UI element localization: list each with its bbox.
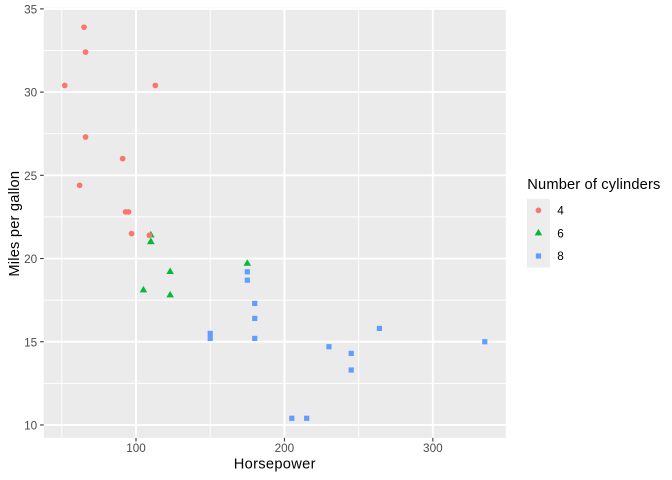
svg-text:200: 200 (275, 442, 295, 455)
svg-text:30: 30 (24, 87, 38, 100)
svg-text:300: 300 (423, 442, 443, 455)
svg-text:15: 15 (24, 336, 38, 349)
svg-text:10: 10 (24, 420, 38, 433)
svg-text:25: 25 (24, 170, 38, 183)
svg-text:Miles per gallon: Miles per gallon (7, 171, 23, 277)
svg-text:6: 6 (557, 227, 564, 240)
svg-text:20: 20 (24, 253, 38, 266)
svg-text:Horsepower: Horsepower (234, 456, 316, 472)
svg-text:Number of cylinders: Number of cylinders (527, 177, 660, 193)
svg-text:100: 100 (126, 442, 146, 455)
svg-text:8: 8 (557, 250, 564, 263)
svg-text:4: 4 (557, 204, 564, 217)
svg-text:35: 35 (24, 3, 38, 16)
